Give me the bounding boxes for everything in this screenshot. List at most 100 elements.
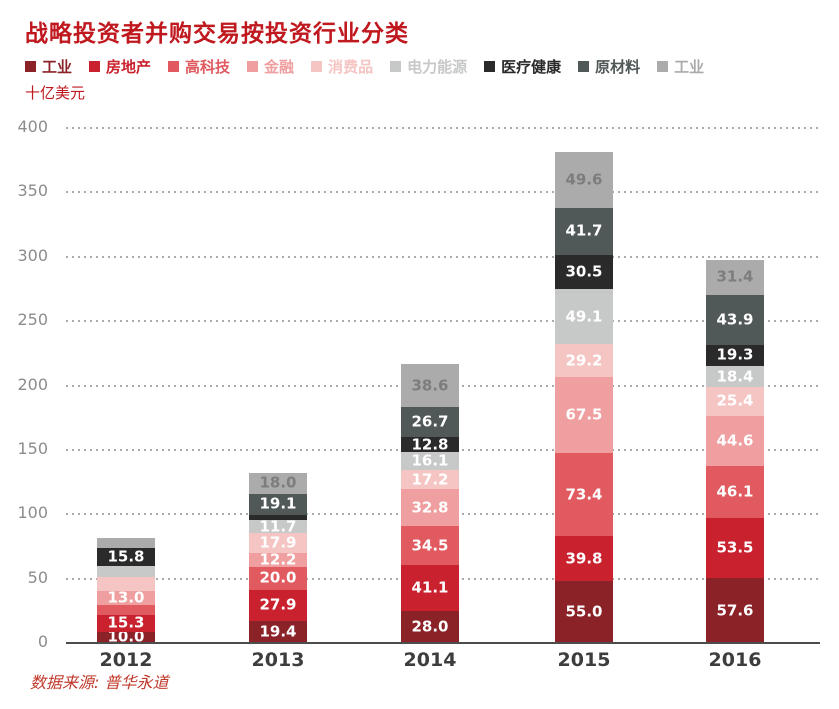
x-axis-line [66,642,820,644]
segment-value-label: 19.4 [259,622,297,641]
stacked-bar-2014: 28.0 41.1 34.5 32.8 17.2 16.1 12.8 26.7 38.6 [401,363,459,643]
y-tick-label-150: 150 [17,438,48,458]
bar-segment-2013-医疗健康-6 [249,515,307,521]
x-axis-label-2012: 2012 [99,649,153,671]
gridline-350 [66,191,820,194]
bar-segment-2013-金融-3: 12.2 [249,550,307,569]
legend-label: 消费品 [328,58,374,76]
stacked-bar-2012: 10.0 15.3 13.0 15.8 [97,538,155,646]
gridline-250 [66,320,820,323]
bar-segment-2016-工业-8: 31.4 [706,259,764,296]
segment-value-label: 19.1 [259,494,297,513]
segment-value-label: 67.5 [565,405,603,424]
y-tick-label-50: 50 [27,567,48,587]
legend-swatch-icon [578,61,590,72]
bar-segment-2014-高科技-2: 34.5 [401,526,459,566]
segment-value-label: 20.0 [259,568,297,587]
segment-value-label: 34.5 [411,536,449,555]
segment-value-label: 27.9 [259,595,297,614]
segment-value-label: 18.4 [716,367,754,386]
bar-segment-2015-高科技-2: 73.4 [555,453,613,537]
bar-segment-2014-原材料-7: 26.7 [401,407,459,438]
bar-segment-2013-消费品-4: 17.9 [249,533,307,554]
bar-segment-2015-医疗健康-6: 30.5 [555,254,613,290]
bar-segment-2012-房地产-1: 15.3 [97,613,155,632]
bar-segment-2015-工业-8: 49.6 [555,151,613,208]
plot-area: 0 50 100 150 200 250 300 350 400 10.0 15.3 13.0 15.8… [17,117,820,651]
legend-item-5: 电力能源 [390,56,467,77]
segment-value-label: 49.6 [565,170,603,189]
legend-swatch-icon [484,61,496,72]
segment-value-label: 39.8 [565,549,603,568]
segment-value-label: 19.3 [716,345,754,364]
gridline-300 [66,255,820,258]
legend-label: 电力能源 [407,58,468,76]
segment-value-label: 11.7 [259,517,297,536]
segment-value-label: 15.3 [107,613,145,632]
bar-segment-2012-高科技-2 [97,605,155,615]
segment-value-label: 12.2 [259,550,297,569]
segment-value-label: 18.0 [259,473,297,492]
bar-segment-2014-电力能源-5: 16.1 [401,451,459,470]
legend-item-1: 房地产 [89,56,151,77]
legend-label: 金融 [264,58,295,76]
segment-value-label: 53.5 [716,538,754,557]
segment-value-label: 30.5 [565,262,603,281]
legend-item-7: 原材料 [578,56,640,77]
source-note: 数据来源: 普华永道 [30,673,169,692]
bar-segment-2015-金融-3: 67.5 [555,377,613,454]
bar-segment-2013-工业-0: 19.4 [249,621,307,643]
segment-value-label: 31.4 [716,267,754,286]
legend-swatch-icon [247,61,259,72]
bar-segment-2016-消费品-4: 25.4 [706,386,764,416]
legend-label: 工业 [42,58,73,76]
bar-segment-2016-医疗健康-6: 19.3 [706,344,764,367]
segment-value-label: 28.0 [411,617,449,636]
bar-segment-2012-金融-3: 13.0 [97,588,155,607]
bar-segment-2015-工业-0: 55.0 [555,581,613,643]
y-tick-label-250: 250 [17,310,48,330]
bar-segment-2012-医疗健康-6: 15.8 [97,548,155,567]
y-tick-label-350: 350 [17,181,48,201]
segment-value-label: 26.7 [411,412,449,431]
segment-value-label: 43.9 [716,310,754,329]
legend: 工业 房地产 高科技 金融 消费品 电力能源 医疗健康 原材料 工业 [25,56,721,77]
y-tick-label-300: 300 [17,245,48,265]
segment-value-label: 10.0 [107,627,145,646]
bar-segment-2014-医疗健康-6: 12.8 [401,437,459,452]
bar-segment-2013-工业-8: 18.0 [249,473,307,494]
bar-segment-2013-高科技-2: 20.0 [249,567,307,590]
bar-segment-2014-消费品-4: 17.2 [401,469,459,490]
x-axis-label-2016: 2016 [708,649,762,671]
bar-segment-2016-金融-3: 44.6 [706,415,764,466]
legend-item-0: 工业 [25,56,72,77]
gridline-400 [66,127,820,129]
y-axis-unit-label: 十亿美元 [25,84,86,102]
y-tick-label-200: 200 [17,374,48,394]
stacked-bar-2015: 55.0 39.8 73.4 67.5 29.2 49.1 30.5 41.7 49.6 [555,151,613,643]
legend-label: 房地产 [106,58,152,76]
segment-value-label: 38.6 [411,376,449,395]
legend-label: 工业 [674,58,705,76]
segment-value-label: 17.2 [411,470,449,489]
bar-segment-2013-原材料-7: 19.1 [249,493,307,516]
y-tick-label-400: 400 [17,117,48,136]
legend-label: 高科技 [185,58,231,76]
bar-segment-2013-房地产-1: 27.9 [249,589,307,622]
segment-value-label: 44.6 [716,431,754,450]
legend-item-4: 消费品 [311,56,373,77]
segment-value-label: 13.0 [107,588,145,607]
bar-segment-2015-消费品-4: 29.2 [555,344,613,378]
stacked-bar-2013: 19.4 27.9 20.0 12.2 17.9 11.7 19.1 18.0 [249,473,307,643]
x-axis-label-2014: 2014 [403,649,457,671]
segment-value-label: 46.1 [716,482,754,501]
legend-label: 医疗健康 [501,58,562,76]
segment-value-label: 25.4 [716,391,754,410]
segment-value-label: 32.8 [411,498,449,517]
segment-value-label: 41.7 [565,221,603,240]
y-tick-label-100: 100 [17,503,48,523]
bar-segment-2012-工业-0: 10.0 [97,627,155,646]
bar-segment-2016-工业-0: 57.6 [706,578,764,643]
y-tick-label-0: 0 [37,632,48,651]
